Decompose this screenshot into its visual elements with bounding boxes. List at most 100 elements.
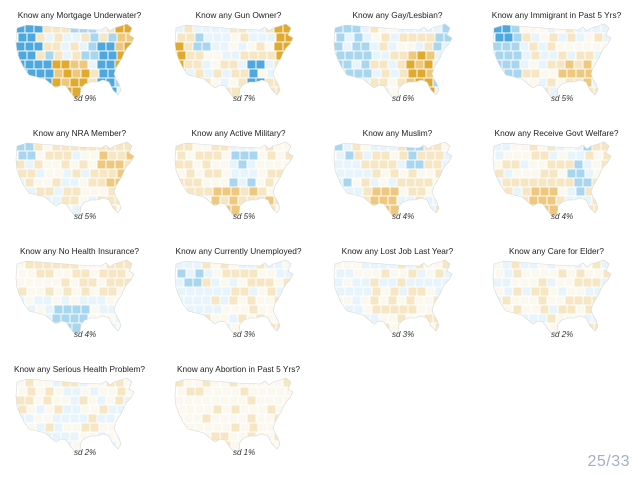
state-region (125, 186, 134, 197)
map-title: Know any Care for Elder? (508, 246, 604, 256)
us-choropleth-map (174, 259, 294, 335)
state-region (176, 322, 187, 334)
state-region (221, 150, 232, 161)
state-region (80, 404, 91, 415)
state-region (380, 50, 391, 61)
state-region (194, 68, 205, 79)
state-region (125, 50, 134, 61)
state-region (351, 41, 362, 52)
state-region (353, 32, 364, 43)
state-region (239, 304, 250, 315)
state-region (416, 150, 427, 161)
state-region (69, 159, 80, 170)
state-region (230, 386, 241, 397)
map-title: Know any No Health Insurance? (20, 246, 139, 256)
state-region (237, 59, 248, 70)
state-region (219, 59, 230, 70)
state-region (414, 177, 425, 188)
state-region (396, 24, 407, 34)
state-region (87, 177, 98, 188)
state-region (539, 168, 550, 179)
state-region (210, 277, 221, 288)
map-title: Know any Gay/Lesbian? (352, 10, 443, 20)
state-region (282, 413, 293, 424)
state-region (342, 177, 353, 188)
state-region (176, 204, 187, 216)
state-region (246, 413, 257, 424)
map-title: Know any Receive Govt Welfare? (494, 128, 619, 138)
state-region (441, 277, 452, 288)
state-region (62, 404, 73, 415)
state-region (60, 277, 71, 288)
state-region (201, 378, 212, 388)
state-region (87, 295, 98, 306)
state-region (266, 304, 277, 315)
state-region (33, 277, 44, 288)
state-region (201, 195, 212, 206)
state-region (201, 142, 212, 152)
state-region (566, 304, 577, 315)
state-region (51, 295, 62, 306)
state-region (26, 286, 37, 297)
state-region (512, 68, 523, 79)
state-region (335, 32, 346, 43)
map-panel: Know any Gay/Lesbian? sd 6% (318, 0, 477, 118)
state-region (264, 277, 275, 288)
state-region (441, 295, 452, 306)
state-region (425, 150, 436, 161)
state-region (78, 24, 89, 34)
state-region (96, 159, 107, 170)
state-region (210, 59, 221, 70)
state-region (494, 204, 505, 216)
state-region (221, 168, 232, 179)
state-region (230, 150, 241, 161)
state-region (510, 195, 521, 206)
map-panel: Know any Active Military? sd 5% (159, 118, 318, 236)
state-region (416, 286, 427, 297)
state-region (266, 422, 277, 433)
state-region (248, 386, 259, 397)
state-region (17, 86, 28, 98)
state-region (175, 431, 185, 442)
state-region (519, 260, 530, 270)
state-region (16, 277, 26, 288)
state-region (212, 68, 223, 79)
state-region (24, 295, 35, 306)
state-region (237, 177, 248, 188)
state-region (423, 277, 434, 288)
state-region (26, 404, 37, 415)
state-region (255, 177, 266, 188)
state-region (239, 50, 250, 61)
state-region (255, 41, 266, 52)
state-region (192, 159, 203, 170)
state-region (378, 177, 389, 188)
state-region (44, 186, 55, 197)
state-region (210, 260, 221, 270)
state-region (44, 50, 55, 61)
state-region (380, 268, 391, 279)
state-region (123, 59, 134, 70)
state-region (387, 295, 398, 306)
state-region (16, 24, 26, 34)
state-region (407, 150, 418, 161)
map-title: Know any Serious Health Problem? (14, 364, 145, 374)
state-region (387, 277, 398, 288)
us-choropleth-map (174, 141, 294, 217)
state-region (42, 24, 53, 34)
state-region (416, 50, 427, 61)
state-region (35, 404, 46, 415)
map-title: Know any Gun Owner? (195, 10, 282, 20)
state-region (503, 286, 514, 297)
state-region (362, 50, 373, 61)
state-region (175, 159, 185, 170)
state-region (98, 68, 109, 79)
state-region (360, 142, 371, 152)
state-region (335, 268, 346, 279)
state-region (105, 295, 116, 306)
state-region (557, 32, 568, 43)
state-region (123, 395, 134, 406)
state-region (501, 159, 512, 170)
state-region (24, 277, 35, 288)
sd-label: sd 3% (392, 330, 415, 339)
state-region (44, 322, 55, 334)
